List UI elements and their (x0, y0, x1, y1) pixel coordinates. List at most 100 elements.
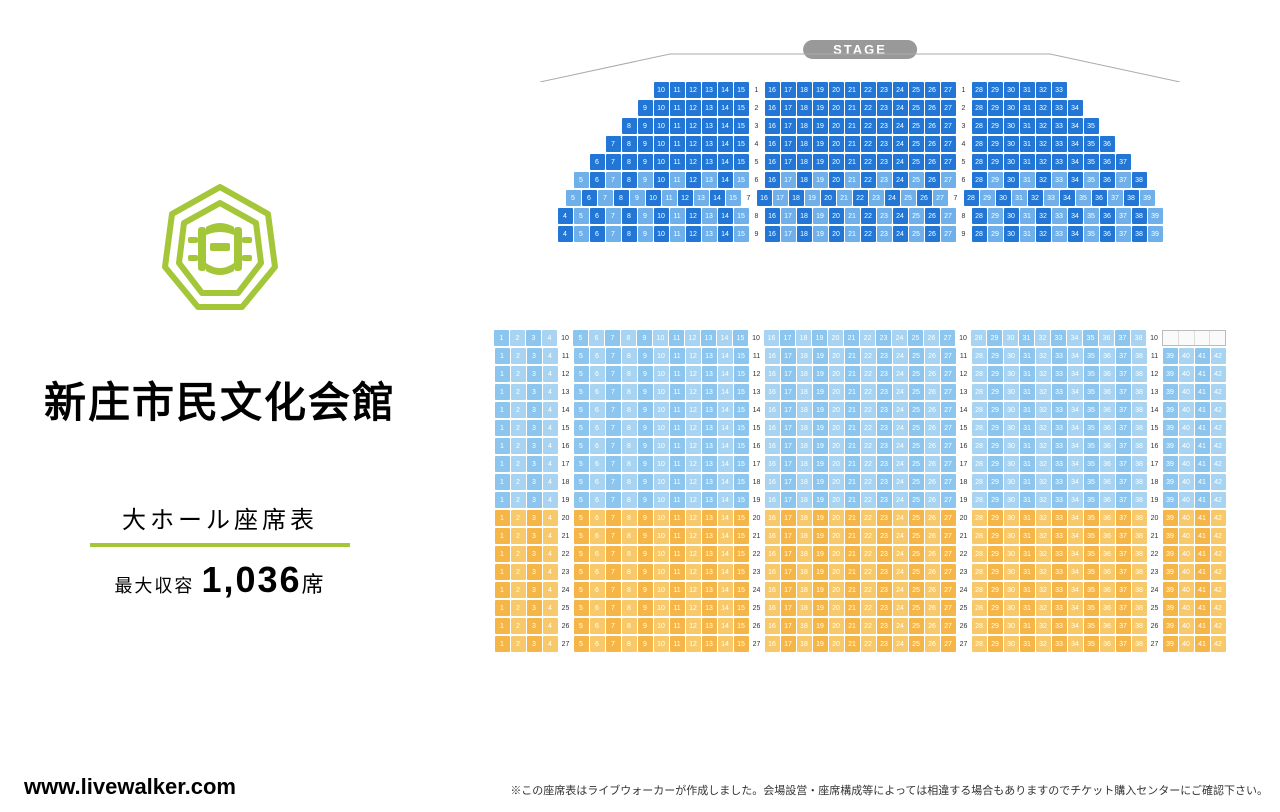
seat: 34 (1068, 348, 1083, 364)
seat: 33 (1052, 172, 1067, 188)
seat: 10 (654, 420, 669, 436)
seat: 15 (734, 384, 749, 400)
seat: 40 (1179, 564, 1194, 580)
front-row: 5678910111213141571617181920212223242526… (460, 190, 1260, 207)
row-number: 7 (741, 190, 756, 206)
seat: 19 (813, 420, 828, 436)
seat: 32 (1036, 402, 1051, 418)
seat: 42 (1211, 600, 1226, 616)
seat: 33 (1052, 600, 1067, 616)
seat: 33 (1052, 474, 1067, 490)
seat: 4 (543, 618, 558, 634)
seat: 22 (861, 366, 876, 382)
seat: 29 (988, 348, 1003, 364)
seat: 14 (718, 582, 733, 598)
seat: 36 (1100, 366, 1115, 382)
row-number: 23 (749, 564, 764, 580)
seat: 20 (829, 226, 844, 242)
seat: 10 (654, 82, 669, 98)
seat: 20 (829, 348, 844, 364)
seat: 36 (1100, 172, 1115, 188)
row-number: 20 (1147, 510, 1162, 526)
seat: 18 (797, 528, 812, 544)
seat: 33 (1052, 208, 1067, 224)
seat: 5 (574, 510, 589, 526)
seat: 24 (893, 348, 908, 364)
seat: 15 (733, 330, 748, 346)
seat: 5 (574, 564, 589, 580)
seat: 11 (670, 118, 685, 134)
seat: 1 (495, 492, 510, 508)
rear-row: 1234195678910111213141519161718192021222… (460, 492, 1260, 509)
seat: 18 (797, 492, 812, 508)
seat: 42 (1211, 546, 1226, 562)
seat: 16 (765, 402, 780, 418)
seat: 18 (797, 456, 812, 472)
seat: 38 (1132, 510, 1147, 526)
seat: 19 (813, 564, 828, 580)
seat: 33 (1044, 190, 1059, 206)
seat: 35 (1084, 474, 1099, 490)
seat: 21 (845, 546, 860, 562)
seat: 2 (511, 438, 526, 454)
seat: 31 (1020, 600, 1035, 616)
seat: 35 (1084, 348, 1099, 364)
seat: 38 (1132, 492, 1147, 508)
seat: 18 (789, 190, 804, 206)
seat: 11 (670, 100, 685, 116)
seat: 28 (972, 402, 987, 418)
seat: 7 (606, 510, 621, 526)
seat: 24 (893, 564, 908, 580)
seat: 24 (893, 384, 908, 400)
seat: 23 (877, 582, 892, 598)
rear-row: 1234265678910111213141526161718192021222… (460, 618, 1260, 635)
seat: 33 (1052, 618, 1067, 634)
seat: 4 (543, 420, 558, 436)
seat: 35 (1084, 208, 1099, 224)
seat: 41 (1195, 456, 1210, 472)
seat: 31 (1020, 172, 1035, 188)
seat: 30 (1004, 636, 1019, 652)
seat: 30 (1004, 226, 1019, 242)
seat: 17 (781, 402, 796, 418)
seat: 17 (781, 528, 796, 544)
seat: 32 (1036, 208, 1051, 224)
seat: 3 (527, 492, 542, 508)
seat: 2 (511, 366, 526, 382)
seat: 23 (877, 438, 892, 454)
rear-row: 1234135678910111213141513161718192021222… (460, 384, 1260, 401)
seat: 38 (1132, 172, 1147, 188)
seat: 32 (1036, 100, 1051, 116)
seat: 28 (972, 474, 987, 490)
seat: 9 (637, 330, 652, 346)
seat: 34 (1068, 366, 1083, 382)
seat: 10 (654, 564, 669, 580)
seat: 19 (813, 118, 828, 134)
seat: 41 (1195, 438, 1210, 454)
seat: 15 (734, 582, 749, 598)
row-number: 23 (1147, 564, 1162, 580)
seat: 3 (527, 366, 542, 382)
seat: 21 (845, 82, 860, 98)
seat: 33 (1052, 402, 1067, 418)
seat: 25 (909, 172, 924, 188)
seat: 34 (1068, 564, 1083, 580)
seat: 31 (1020, 492, 1035, 508)
seat: 30 (1004, 564, 1019, 580)
seat: 17 (781, 82, 796, 98)
seat: 16 (765, 456, 780, 472)
seat: 5 (574, 348, 589, 364)
seat: 40 (1179, 636, 1194, 652)
seat: 19 (813, 402, 828, 418)
seat: 12 (686, 528, 701, 544)
seat: 15 (734, 118, 749, 134)
seat: 29 (988, 528, 1003, 544)
seat: 21 (845, 438, 860, 454)
seat: 19 (805, 190, 820, 206)
seat: 31 (1020, 384, 1035, 400)
seat: 31 (1020, 510, 1035, 526)
seat: 8 (622, 618, 637, 634)
seat: 17 (781, 510, 796, 526)
seat: 34 (1068, 154, 1083, 170)
row-number: 18 (1147, 474, 1162, 490)
